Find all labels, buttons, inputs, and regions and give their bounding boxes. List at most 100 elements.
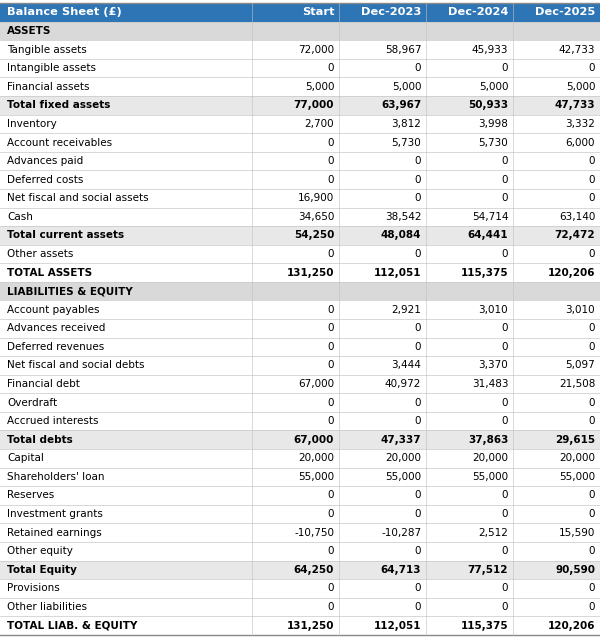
Text: 37,863: 37,863 bbox=[468, 434, 508, 445]
Text: Advances received: Advances received bbox=[7, 323, 106, 333]
Text: 115,375: 115,375 bbox=[461, 267, 508, 278]
Bar bbox=[0, 412, 600, 431]
Text: 58,967: 58,967 bbox=[385, 45, 421, 55]
Text: Dec-2023: Dec-2023 bbox=[361, 8, 421, 17]
Text: LIABILITIES & EQUITY: LIABILITIES & EQUITY bbox=[7, 286, 133, 296]
Bar bbox=[0, 152, 600, 170]
Bar bbox=[0, 393, 600, 412]
Text: Deferred revenues: Deferred revenues bbox=[7, 342, 104, 352]
Text: 0: 0 bbox=[415, 416, 421, 426]
Bar bbox=[0, 245, 600, 263]
Text: 55,000: 55,000 bbox=[385, 472, 421, 482]
Text: 38,542: 38,542 bbox=[385, 212, 421, 222]
Text: 0: 0 bbox=[502, 583, 508, 593]
Text: 0: 0 bbox=[589, 416, 595, 426]
Bar bbox=[0, 523, 600, 542]
Text: 20,000: 20,000 bbox=[298, 454, 334, 463]
Bar bbox=[0, 375, 600, 393]
Text: 0: 0 bbox=[589, 583, 595, 593]
Text: 2,700: 2,700 bbox=[305, 119, 334, 129]
Text: 0: 0 bbox=[415, 583, 421, 593]
Text: 72,472: 72,472 bbox=[554, 230, 595, 241]
Text: TOTAL ASSETS: TOTAL ASSETS bbox=[7, 267, 92, 278]
Text: Accrued interests: Accrued interests bbox=[7, 416, 98, 426]
Text: 5,000: 5,000 bbox=[392, 82, 421, 92]
Text: 0: 0 bbox=[589, 175, 595, 184]
Text: 5,097: 5,097 bbox=[565, 360, 595, 371]
Text: ASSETS: ASSETS bbox=[7, 26, 52, 36]
Text: 3,010: 3,010 bbox=[479, 305, 508, 315]
Text: 15,590: 15,590 bbox=[559, 528, 595, 538]
Text: 0: 0 bbox=[589, 342, 595, 352]
Text: 0: 0 bbox=[328, 416, 334, 426]
Text: 6,000: 6,000 bbox=[566, 138, 595, 147]
Bar bbox=[0, 356, 600, 375]
Text: 0: 0 bbox=[328, 583, 334, 593]
Bar bbox=[0, 486, 600, 505]
Text: 0: 0 bbox=[502, 546, 508, 556]
Text: 0: 0 bbox=[589, 546, 595, 556]
Text: 131,250: 131,250 bbox=[287, 621, 334, 630]
Bar bbox=[0, 77, 600, 96]
Text: 42,733: 42,733 bbox=[559, 45, 595, 55]
Bar bbox=[0, 170, 600, 189]
Text: Net fiscal and social debts: Net fiscal and social debts bbox=[7, 360, 145, 371]
Text: 3,998: 3,998 bbox=[478, 119, 508, 129]
Text: 63,967: 63,967 bbox=[381, 100, 421, 110]
Bar bbox=[0, 505, 600, 523]
Text: Shareholders' loan: Shareholders' loan bbox=[7, 472, 105, 482]
Text: Deferred costs: Deferred costs bbox=[7, 175, 83, 184]
Text: 0: 0 bbox=[589, 602, 595, 612]
Text: 5,730: 5,730 bbox=[478, 138, 508, 147]
Text: 20,000: 20,000 bbox=[385, 454, 421, 463]
Text: 0: 0 bbox=[502, 491, 508, 500]
Text: TOTAL LIAB. & EQUITY: TOTAL LIAB. & EQUITY bbox=[7, 621, 137, 630]
Text: 64,250: 64,250 bbox=[294, 565, 334, 575]
Text: 0: 0 bbox=[502, 342, 508, 352]
Bar bbox=[0, 598, 600, 616]
Text: Investment grants: Investment grants bbox=[7, 509, 103, 519]
Text: -10,750: -10,750 bbox=[294, 528, 334, 538]
Text: 63,140: 63,140 bbox=[559, 212, 595, 222]
Text: 0: 0 bbox=[502, 249, 508, 259]
Bar bbox=[0, 449, 600, 468]
Text: 0: 0 bbox=[328, 249, 334, 259]
Bar bbox=[0, 263, 600, 282]
Text: Net fiscal and social assets: Net fiscal and social assets bbox=[7, 193, 149, 204]
Text: Provisions: Provisions bbox=[7, 583, 60, 593]
Text: 5,000: 5,000 bbox=[305, 82, 334, 92]
Text: 0: 0 bbox=[415, 323, 421, 333]
Text: 0: 0 bbox=[328, 305, 334, 315]
Text: 0: 0 bbox=[328, 175, 334, 184]
Text: -10,287: -10,287 bbox=[381, 528, 421, 538]
Text: 0: 0 bbox=[589, 509, 595, 519]
Text: 2,921: 2,921 bbox=[391, 305, 421, 315]
Text: 0: 0 bbox=[328, 546, 334, 556]
Text: 0: 0 bbox=[328, 138, 334, 147]
Text: 64,713: 64,713 bbox=[381, 565, 421, 575]
Text: 0: 0 bbox=[328, 63, 334, 73]
Text: 64,441: 64,441 bbox=[467, 230, 508, 241]
Text: 0: 0 bbox=[415, 509, 421, 519]
Text: 29,615: 29,615 bbox=[555, 434, 595, 445]
Text: 0: 0 bbox=[502, 63, 508, 73]
Text: 0: 0 bbox=[415, 175, 421, 184]
Bar bbox=[0, 579, 600, 598]
Text: 0: 0 bbox=[328, 509, 334, 519]
Text: 0: 0 bbox=[589, 249, 595, 259]
Text: 5,000: 5,000 bbox=[479, 82, 508, 92]
Text: 0: 0 bbox=[589, 323, 595, 333]
Text: 0: 0 bbox=[328, 342, 334, 352]
Text: Inventory: Inventory bbox=[7, 119, 57, 129]
Text: 0: 0 bbox=[589, 491, 595, 500]
Text: 47,733: 47,733 bbox=[554, 100, 595, 110]
Text: 0: 0 bbox=[589, 397, 595, 408]
Text: 5,000: 5,000 bbox=[566, 82, 595, 92]
Text: Start: Start bbox=[302, 8, 334, 17]
Text: 0: 0 bbox=[589, 156, 595, 166]
Text: 67,000: 67,000 bbox=[294, 434, 334, 445]
Text: 3,010: 3,010 bbox=[566, 305, 595, 315]
Bar bbox=[0, 300, 600, 319]
Text: 77,512: 77,512 bbox=[468, 565, 508, 575]
Text: 0: 0 bbox=[502, 193, 508, 204]
